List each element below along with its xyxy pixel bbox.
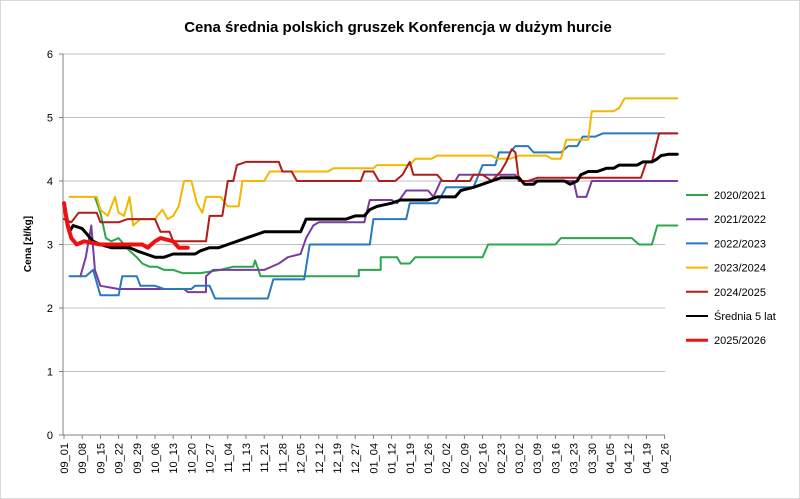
x-tick-label: 11_13 <box>241 443 253 473</box>
series-line-6 <box>62 201 190 250</box>
legend-label: 2022/2023 <box>714 238 766 250</box>
series-line-4 <box>63 132 679 243</box>
x-tick-label: 09_01 <box>59 443 71 474</box>
x-tick-label: 04_26 <box>660 443 672 474</box>
x-tick-label: 12_05 <box>296 443 308 474</box>
legend-label: 2023/2024 <box>714 263 766 275</box>
series-line-0 <box>93 195 679 278</box>
series-line-2 <box>68 132 679 300</box>
series-line-5 <box>62 152 679 259</box>
y-axis-ticks: 0 1 2 3 4 5 6 <box>47 49 63 442</box>
x-tick-label: 01_19 <box>405 443 417 474</box>
y-tick-label: 3 <box>47 240 53 252</box>
x-tick-label: 03_23 <box>569 443 581 474</box>
y-tick-label: 4 <box>47 176 53 188</box>
x-tick-label: 04_19 <box>641 443 653 474</box>
legend: 2020/2021 2021/2022 2022/2023 2023/2024 2024… <box>686 190 776 347</box>
chart-title: Cena średnia polskich gruszek Konferencj… <box>184 19 612 36</box>
x-tick-label: 01_12 <box>387 443 399 474</box>
x-tick-label: 11_28 <box>277 443 289 473</box>
x-tick-label: 02_16 <box>478 443 490 474</box>
legend-label: Średnia 5 lat <box>714 310 776 323</box>
x-tick-label: 03_30 <box>587 443 599 474</box>
x-tick-label: 01_04 <box>368 443 380 474</box>
legend-label: 2024/2025 <box>714 287 766 299</box>
x-tick-label: 02_09 <box>459 443 471 474</box>
y-tick-label: 2 <box>47 303 53 315</box>
y-tick-label: 6 <box>47 49 53 61</box>
x-axis-ticks: 09_01 09_08 09_15 09_22 09_29 10_06 10_13 10_20… <box>59 435 672 474</box>
x-tick-label: 02_02 <box>441 443 453 474</box>
legend-label: 2020/2021 <box>714 190 766 202</box>
y-tick-label: 0 <box>47 430 53 442</box>
x-tick-label: 11_21 <box>259 443 271 473</box>
legend-label: 2025/2026 <box>714 335 766 347</box>
x-tick-label: 01_26 <box>423 443 435 474</box>
x-tick-label: 10_13 <box>168 443 180 474</box>
x-tick-label: 09_29 <box>132 443 144 474</box>
x-tick-label: 12_19 <box>332 443 344 474</box>
x-tick-label: 11_04 <box>223 443 235 473</box>
x-tick-label: 03_02 <box>514 443 526 474</box>
x-tick-label: 04_05 <box>605 443 617 474</box>
x-tick-label: 03_16 <box>550 443 562 474</box>
x-tick-label: 12_27 <box>350 443 362 474</box>
x-tick-label: 04_12 <box>623 443 635 474</box>
x-tick-label: 09_08 <box>77 443 89 474</box>
legend-label: 2021/2022 <box>714 214 766 226</box>
x-tick-label: 10_20 <box>186 443 198 474</box>
y-tick-label: 1 <box>47 367 53 379</box>
series-lines <box>62 97 679 300</box>
x-tick-label: 10_06 <box>150 443 162 474</box>
x-tick-label: 09_22 <box>114 443 126 474</box>
x-tick-label: 10_27 <box>205 443 217 474</box>
x-tick-label: 12_12 <box>314 443 326 474</box>
x-tick-label: 09_15 <box>95 443 107 474</box>
y-tick-label: 5 <box>47 113 53 125</box>
x-tick-label: 02_23 <box>496 443 508 474</box>
series-line-3 <box>68 97 679 227</box>
y-axis-label: Cena [zł/kg] <box>23 216 34 272</box>
x-tick-label: 03_09 <box>532 443 544 474</box>
